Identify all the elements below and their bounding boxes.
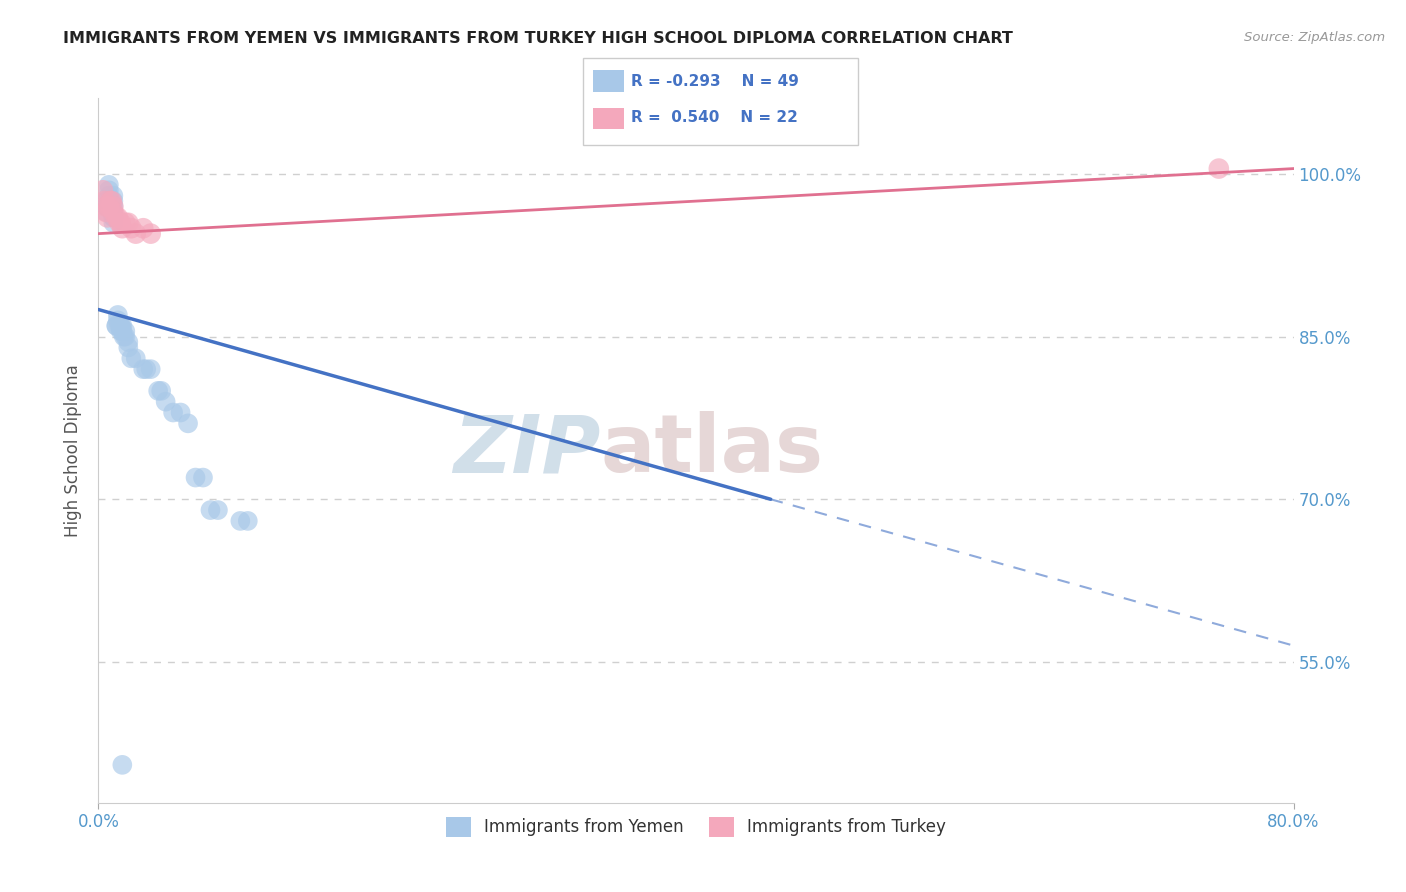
Point (103, 188, 125, 202)
Point (229, 514, 252, 528)
Point (103, 194, 125, 208)
Point (94, 194, 117, 208)
Point (97, 178, 120, 192)
Point (108, 216, 131, 230)
Point (97, 188, 120, 202)
Point (114, 329, 136, 343)
Point (105, 211, 128, 225)
Point (103, 216, 125, 230)
Point (111, 324, 134, 338)
Point (150, 384, 173, 398)
Point (94, 200, 117, 214)
Text: R = -0.293    N = 49: R = -0.293 N = 49 (631, 74, 799, 89)
Text: IMMIGRANTS FROM YEMEN VS IMMIGRANTS FROM TURKEY HIGH SCHOOL DIPLOMA CORRELATION : IMMIGRANTS FROM YEMEN VS IMMIGRANTS FROM… (63, 31, 1014, 46)
Text: ZIP: ZIP (453, 411, 600, 490)
Point (1208, 161, 1230, 176)
Point (139, 362, 162, 376)
Point (108, 318, 131, 333)
Point (132, 362, 155, 376)
Point (103, 205, 125, 219)
Point (125, 351, 148, 366)
Point (93, 194, 115, 208)
Point (236, 514, 259, 528)
Y-axis label: High School Diploma: High School Diploma (65, 364, 83, 537)
Point (111, 318, 134, 333)
Point (184, 470, 207, 484)
Point (177, 417, 200, 431)
Point (112, 329, 135, 343)
Point (110, 318, 132, 333)
Point (103, 205, 125, 219)
Point (103, 200, 125, 214)
Point (103, 211, 125, 225)
Point (110, 324, 132, 338)
Point (103, 200, 125, 214)
Point (191, 470, 214, 484)
Point (107, 308, 129, 322)
Point (97, 200, 120, 214)
Point (139, 227, 162, 241)
Point (135, 362, 157, 376)
Point (105, 318, 128, 333)
Point (98, 200, 122, 214)
Point (101, 205, 124, 219)
Point (107, 313, 129, 327)
Point (94, 205, 117, 219)
Point (103, 211, 125, 225)
Point (148, 384, 170, 398)
Legend: Immigrants from Yemen, Immigrants from Turkey: Immigrants from Yemen, Immigrants from T… (439, 810, 953, 844)
Point (125, 227, 148, 241)
Point (117, 334, 139, 349)
Point (111, 221, 134, 235)
Point (101, 194, 124, 208)
Point (114, 216, 136, 230)
Point (110, 216, 132, 230)
Point (169, 405, 191, 419)
Point (107, 211, 129, 225)
Point (96, 211, 118, 225)
Point (98, 194, 122, 208)
Point (117, 341, 139, 355)
Text: R =  0.540    N = 22: R = 0.540 N = 22 (631, 110, 799, 125)
Text: Source: ZipAtlas.com: Source: ZipAtlas.com (1244, 31, 1385, 45)
Point (207, 503, 229, 517)
Point (120, 221, 142, 235)
Point (155, 394, 177, 409)
Point (120, 351, 142, 366)
Point (117, 216, 139, 230)
Point (94, 205, 117, 219)
Point (132, 221, 155, 235)
Point (200, 503, 222, 517)
Point (114, 324, 136, 338)
Text: atlas: atlas (600, 411, 824, 490)
Point (111, 757, 134, 772)
Point (105, 318, 128, 333)
Point (97, 183, 120, 197)
Point (110, 318, 132, 333)
Point (162, 405, 184, 419)
Point (91, 183, 114, 197)
Point (94, 200, 117, 214)
Point (98, 194, 122, 208)
